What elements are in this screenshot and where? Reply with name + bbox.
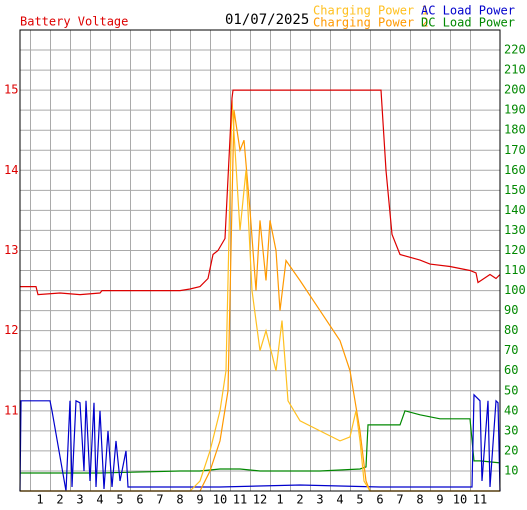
y-tick-label: 15 xyxy=(4,83,18,97)
y2-tick-label: 80 xyxy=(504,323,518,337)
y2-tick-label: 100 xyxy=(504,283,526,297)
series-line xyxy=(20,100,500,492)
y2-tick-label: 90 xyxy=(504,303,518,317)
y-tick-label: 11 xyxy=(4,403,18,417)
chart-title: Battery Voltage xyxy=(20,15,128,29)
x-tick-label: 6 xyxy=(136,493,143,507)
y2-tick-label: 60 xyxy=(504,363,518,377)
x-tick-label: 5 xyxy=(356,493,363,507)
legend-entry: AC Load Power xyxy=(421,4,515,18)
x-tick-label: 4 xyxy=(96,493,103,507)
y2-tick-label: 120 xyxy=(504,243,526,257)
x-tick-label: 7 xyxy=(156,493,163,507)
y2-tick-label: 210 xyxy=(504,63,526,77)
x-tick-label: 11 xyxy=(473,493,487,507)
y2-tick-label: 170 xyxy=(504,143,526,157)
legend-entry: Charging Power 2 xyxy=(313,16,429,30)
y2-tick-label: 150 xyxy=(504,183,526,197)
x-tick-label: 8 xyxy=(416,493,423,507)
x-tick-label: 7 xyxy=(396,493,403,507)
series-line xyxy=(20,110,500,492)
x-tick-label: 5 xyxy=(116,493,123,507)
x-tick-label: 3 xyxy=(316,493,323,507)
y-tick-label: 14 xyxy=(4,163,18,177)
x-tick-label: 1 xyxy=(36,493,43,507)
x-tick-label: 8 xyxy=(176,493,183,507)
x-tick-label: 2 xyxy=(296,493,303,507)
y-tick-label: 13 xyxy=(4,243,18,257)
y2-tick-label: 70 xyxy=(504,343,518,357)
y2-tick-label: 180 xyxy=(504,123,526,137)
y2-tick-label: 30 xyxy=(504,423,518,437)
y2-tick-label: 40 xyxy=(504,403,518,417)
y2-tick-label: 220 xyxy=(504,43,526,57)
x-tick-label: 11 xyxy=(233,493,247,507)
x-tick-label: 3 xyxy=(76,493,83,507)
plot-border xyxy=(19,29,501,492)
x-tick-label: 4 xyxy=(336,493,343,507)
y-tick-label: 12 xyxy=(4,323,18,337)
x-tick-label: 10 xyxy=(213,493,227,507)
x-tick-label: 12 xyxy=(253,493,267,507)
y2-tick-label: 20 xyxy=(504,443,518,457)
legend-entry: DC Load Power xyxy=(421,16,515,30)
y2-tick-label: 130 xyxy=(504,223,526,237)
y2-tick-label: 200 xyxy=(504,83,526,97)
y2-tick-label: 160 xyxy=(504,163,526,177)
series-line xyxy=(19,393,501,492)
y2-tick-label: 10 xyxy=(504,463,518,477)
y2-tick-label: 110 xyxy=(504,263,526,277)
series-line xyxy=(20,89,501,296)
x-tick-label: 1 xyxy=(276,493,283,507)
x-tick-label: 6 xyxy=(376,493,383,507)
x-tick-label: 2 xyxy=(56,493,63,507)
legend-entry: Charging Power 1 xyxy=(313,4,429,18)
y2-tick-label: 50 xyxy=(504,383,518,397)
x-tick-label: 10 xyxy=(453,493,467,507)
y2-tick-label: 190 xyxy=(504,103,526,117)
x-tick-label: 9 xyxy=(196,493,203,507)
y2-tick-label: 140 xyxy=(504,203,526,217)
chart-date: 01/07/2025 xyxy=(225,12,309,28)
x-tick-label: 9 xyxy=(436,493,443,507)
